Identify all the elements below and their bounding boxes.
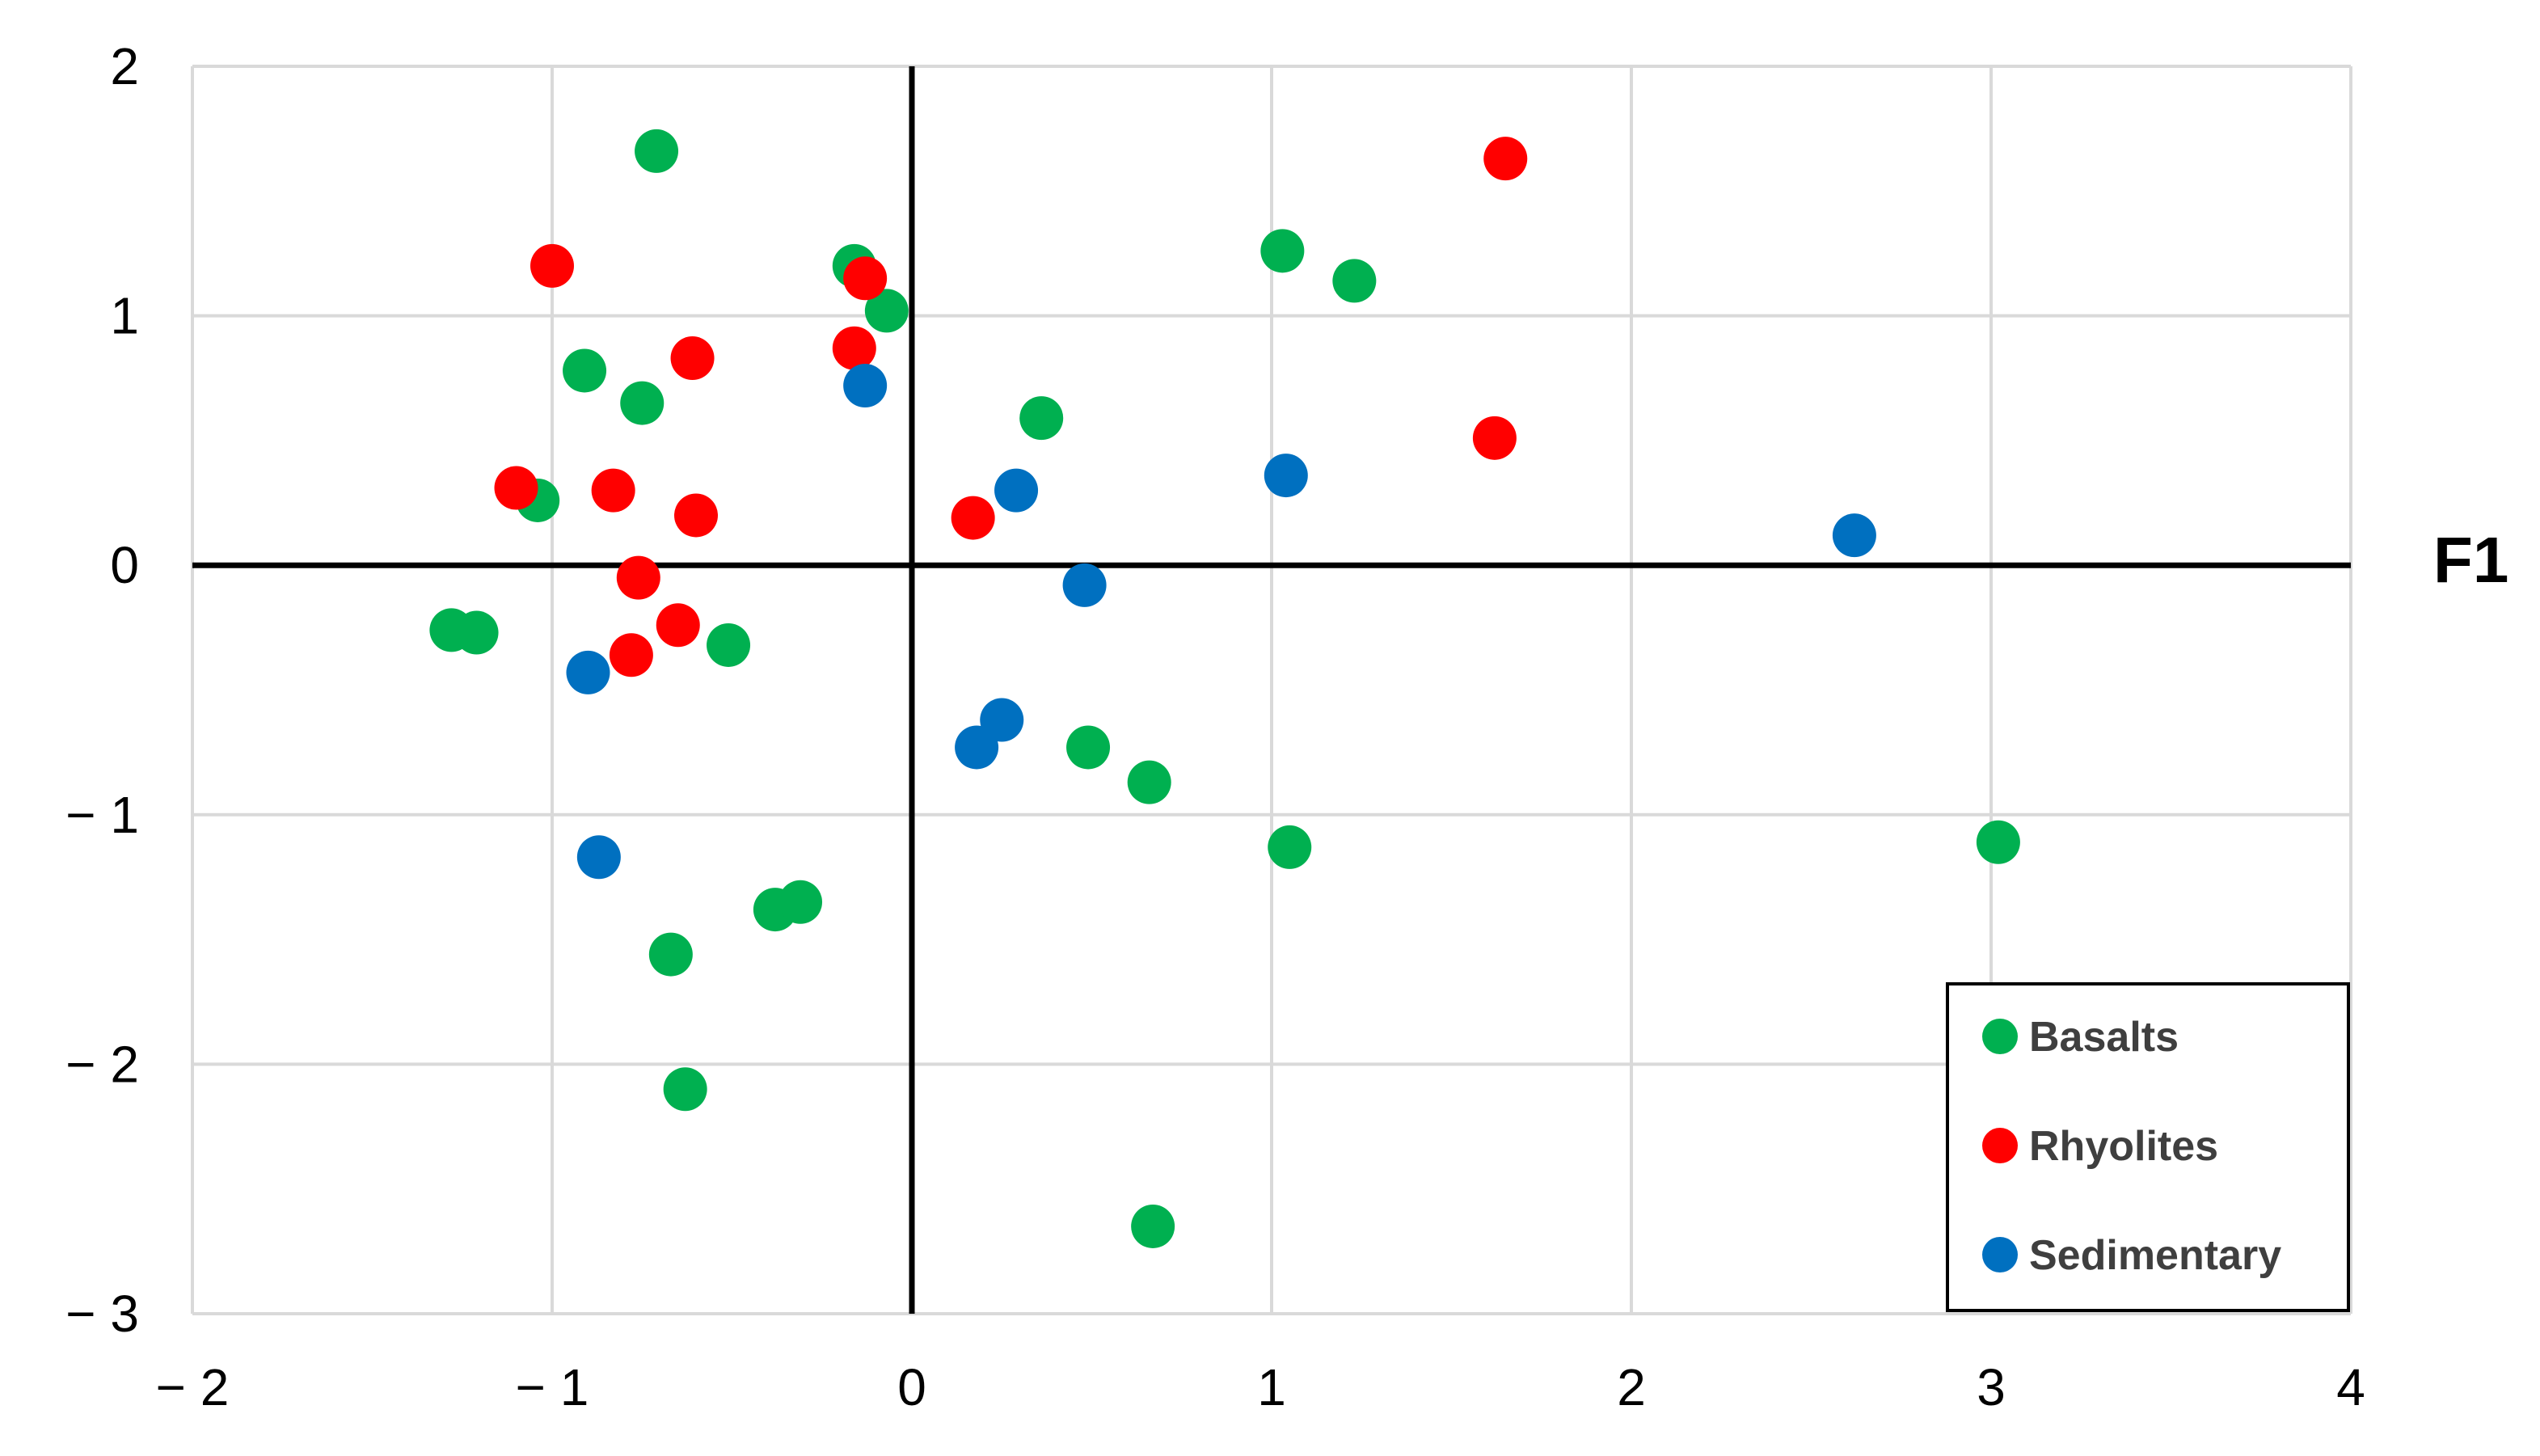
data-point bbox=[609, 633, 653, 677]
x-axis-label: F1 bbox=[2433, 524, 2508, 596]
y-tick-label: − 3 bbox=[65, 1285, 139, 1343]
data-point bbox=[1062, 563, 1107, 607]
data-point bbox=[620, 381, 665, 425]
data-points bbox=[429, 129, 2020, 1248]
data-point bbox=[1472, 416, 1517, 460]
data-point bbox=[832, 326, 876, 370]
data-point bbox=[955, 725, 999, 770]
y-tick-label: − 2 bbox=[65, 1035, 139, 1093]
series-sedimentary bbox=[566, 364, 1876, 880]
data-point bbox=[1332, 259, 1377, 303]
legend-marker bbox=[1982, 1019, 2018, 1054]
zero-axes bbox=[192, 66, 2351, 1314]
legend-label: Basalts bbox=[2029, 1014, 2179, 1061]
legend-label: Rhyolites bbox=[2029, 1123, 2218, 1170]
data-point bbox=[674, 493, 718, 538]
series-rhyolites bbox=[494, 137, 1528, 677]
data-point bbox=[663, 1067, 707, 1112]
data-point bbox=[980, 698, 1024, 742]
data-point bbox=[1832, 513, 1876, 558]
data-point bbox=[648, 932, 693, 977]
data-point bbox=[656, 603, 700, 648]
data-point bbox=[616, 555, 660, 600]
data-point bbox=[1127, 760, 1171, 804]
data-point bbox=[635, 129, 679, 173]
data-point bbox=[566, 650, 610, 694]
data-point bbox=[454, 610, 499, 655]
data-point bbox=[1066, 725, 1111, 770]
data-point bbox=[951, 496, 995, 540]
y-tick-label: − 1 bbox=[65, 786, 139, 844]
y-tick-label: 0 bbox=[110, 536, 139, 594]
data-point bbox=[843, 364, 888, 408]
legend-label: Sedimentary bbox=[2029, 1232, 2281, 1279]
data-point bbox=[1268, 825, 1312, 869]
data-point bbox=[530, 243, 574, 288]
data-point bbox=[707, 622, 751, 667]
legend-marker bbox=[1982, 1128, 2018, 1163]
x-tick-label: − 2 bbox=[156, 1358, 230, 1416]
data-point bbox=[994, 468, 1039, 513]
data-point bbox=[778, 880, 823, 924]
data-point bbox=[1976, 820, 2020, 864]
data-point bbox=[494, 466, 538, 510]
data-point bbox=[1019, 396, 1064, 441]
x-tick-label: − 1 bbox=[516, 1358, 589, 1416]
data-point bbox=[1483, 137, 1528, 181]
x-tick-label: 2 bbox=[1617, 1358, 1646, 1416]
y-tick-label: 2 bbox=[110, 37, 139, 95]
data-point bbox=[864, 289, 909, 333]
data-point bbox=[843, 256, 888, 301]
x-tick-label: 0 bbox=[897, 1358, 926, 1416]
data-point bbox=[1260, 229, 1305, 273]
data-point bbox=[563, 348, 607, 393]
tick-labels: − 2 − 1 0 1 2 3 4 2 1 0 − 1 − 2 − 3 bbox=[65, 37, 2365, 1416]
x-tick-label: 3 bbox=[1977, 1358, 2006, 1416]
data-point bbox=[1264, 454, 1308, 498]
data-point bbox=[1131, 1204, 1175, 1248]
x-tick-label: 4 bbox=[2336, 1358, 2365, 1416]
legend-marker bbox=[1982, 1237, 2018, 1272]
data-point bbox=[576, 835, 621, 880]
legend-items: Basalts Rhyolites Sedimentary bbox=[1982, 1014, 2281, 1279]
data-point bbox=[670, 336, 715, 381]
legend: Basalts Rhyolites Sedimentary bbox=[1946, 982, 2350, 1312]
x-tick-label: 1 bbox=[1257, 1358, 1286, 1416]
data-point bbox=[591, 468, 635, 513]
y-tick-label: 1 bbox=[110, 287, 139, 345]
